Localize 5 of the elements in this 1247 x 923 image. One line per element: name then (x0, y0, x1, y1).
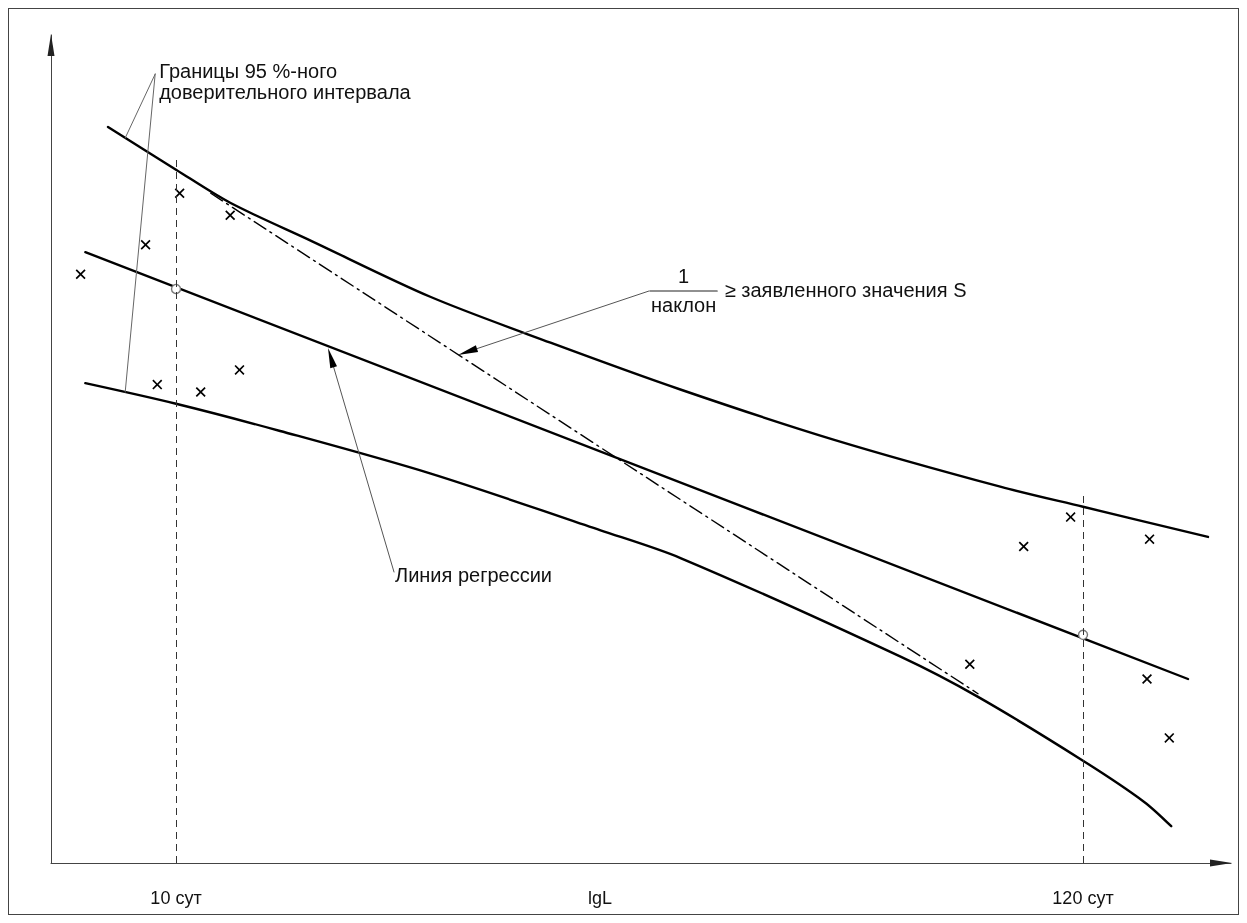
annotation: Границы 95 %-ного доверительного интервала (159, 60, 412, 104)
x-tick-label: 10 сут (150, 888, 202, 908)
x-tick-label: 120 сут (1052, 888, 1114, 908)
annotation: Линия регрессии (395, 564, 553, 586)
x-axis-title: lgL (587, 888, 613, 908)
